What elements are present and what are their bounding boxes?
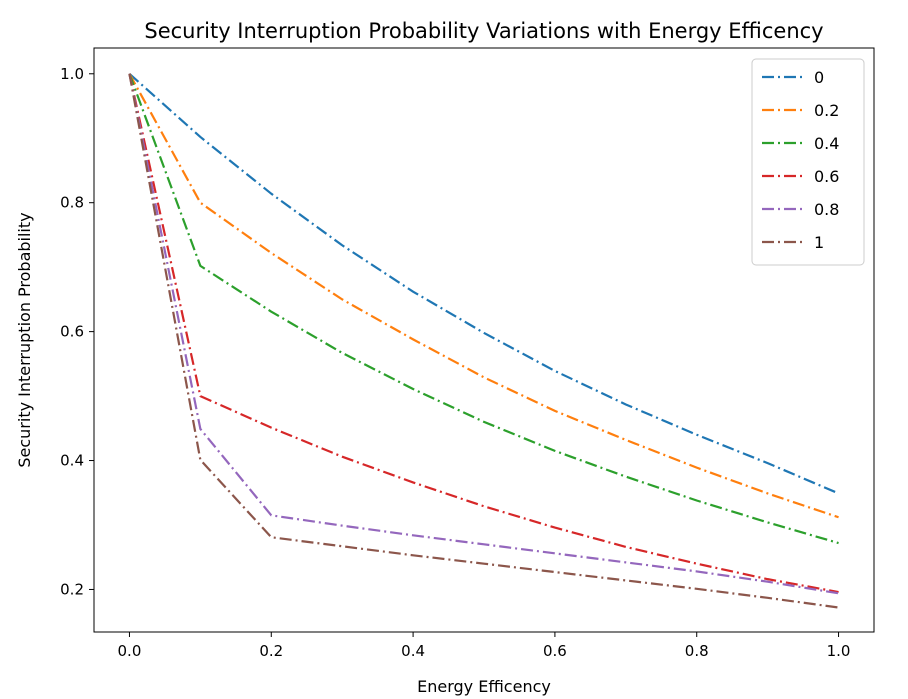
y-tick-label: 0.4 <box>60 452 84 470</box>
chart-title: Security Interruption Probability Variat… <box>144 19 823 43</box>
y-tick-label: 0.2 <box>60 580 84 598</box>
plot-area-frame <box>93 47 875 633</box>
legend: 0 0.2 0.4 0.6 0.8 1 <box>751 58 865 266</box>
y-tick-label: 1.0 <box>60 65 84 83</box>
x-tick-label: 1.0 <box>827 642 851 660</box>
y-axis: 0.2 0.4 0.6 0.8 1.0 <box>60 65 94 598</box>
series-line-3 <box>128 73 839 594</box>
x-axis: 0.0 0.2 0.4 0.6 0.8 1.0 <box>118 632 851 660</box>
legend-label-3: 0.6 <box>814 167 839 186</box>
series-line-2 <box>128 73 839 545</box>
y-tick-label: 0.6 <box>60 323 84 341</box>
x-tick-label: 0.6 <box>543 642 567 660</box>
y-tick-label: 0.8 <box>60 194 84 212</box>
x-tick-label: 0.2 <box>259 642 283 660</box>
x-axis-label: Energy Efficency <box>417 677 551 696</box>
series-layer <box>128 72 839 609</box>
series-line-4 <box>128 73 839 595</box>
series-line-0 <box>128 72 839 495</box>
series-line-5 <box>128 73 839 609</box>
series-line-1 <box>128 73 839 519</box>
legend-label-5: 1 <box>814 233 824 252</box>
x-tick-label: 0.4 <box>401 642 425 660</box>
legend-label-0: 0 <box>814 68 824 87</box>
x-tick-label: 0.0 <box>118 642 142 660</box>
legend-box <box>751 58 865 266</box>
y-axis-label: Security Interruption Probability <box>15 212 34 467</box>
legend-label-2: 0.4 <box>814 134 839 153</box>
legend-label-1: 0.2 <box>814 101 839 120</box>
legend-label-4: 0.8 <box>814 200 839 219</box>
x-tick-label: 0.8 <box>685 642 709 660</box>
